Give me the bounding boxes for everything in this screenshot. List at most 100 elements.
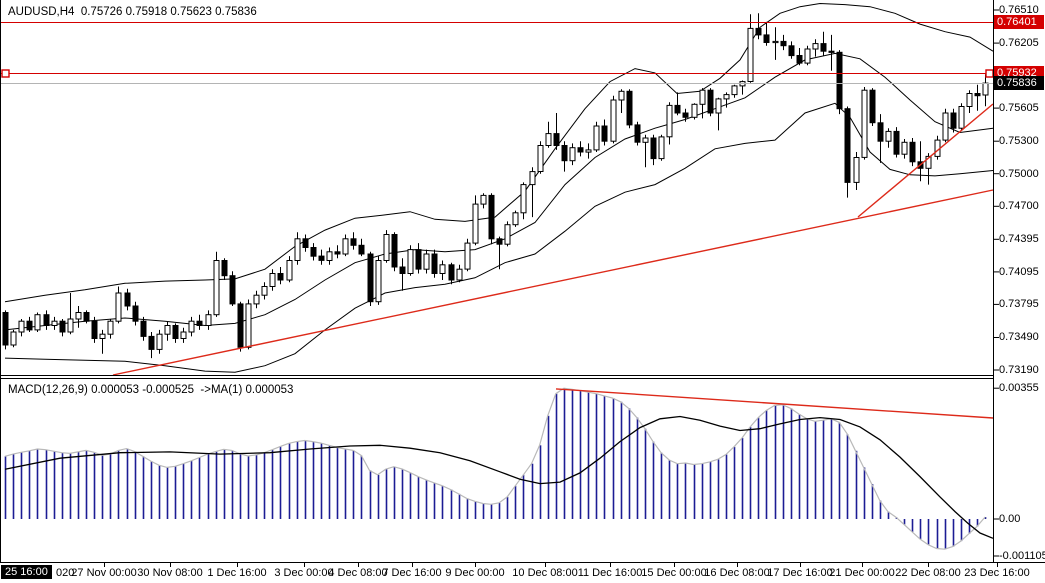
- macd-scale-label: -0.001105: [999, 550, 1045, 562]
- time-scale-label: 10 Dec 08:00: [512, 567, 578, 579]
- candle-body: [99, 333, 106, 340]
- candle-body: [229, 275, 236, 305]
- candle-body: [407, 249, 414, 275]
- candle-body: [269, 273, 276, 287]
- candle-body: [715, 98, 722, 114]
- candle-body: [156, 333, 163, 350]
- time-scale-label: 3 Dec 00:00: [274, 567, 334, 579]
- symbol-ohlc-title: AUDUSD,H4 0.75726 0.75918 0.75623 0.7583…: [8, 6, 257, 18]
- bollinger-middle-band: [4, 52, 994, 331]
- price-scale-label: 0.75300: [999, 135, 1039, 148]
- candle-body: [253, 294, 260, 305]
- time-scale-label: 1 Dec 16:00: [207, 567, 267, 579]
- candle-body: [674, 104, 681, 114]
- candle-body: [472, 203, 479, 244]
- price-scale-label: 0.75605: [999, 102, 1039, 115]
- candle-body: [34, 314, 41, 331]
- candle-body: [213, 260, 220, 316]
- candle-body: [610, 99, 617, 142]
- trendline-handle[interactable]: [985, 69, 994, 78]
- price-scale-label: 0.74395: [999, 233, 1039, 246]
- candle-body: [691, 103, 698, 118]
- time-scale-label: 22 Dec 08:00: [895, 567, 961, 579]
- time-scale-label: 7 Dec 16:00: [382, 567, 442, 579]
- candle-body: [480, 194, 487, 205]
- time-scale-label: 30 Nov 08:00: [137, 567, 203, 579]
- trendline-handle[interactable]: [1, 69, 10, 78]
- candle-body: [358, 244, 365, 255]
- candle-body: [812, 43, 819, 50]
- candle-body: [67, 318, 74, 333]
- candle-body: [83, 312, 90, 322]
- time-cursor-badge: 25 16:00: [1, 565, 52, 579]
- candle-body: [415, 249, 422, 270]
- candle-body: [650, 137, 657, 160]
- candle-body: [844, 108, 851, 183]
- candle-body: [747, 27, 754, 82]
- price-scale-label: 0.75000: [999, 167, 1039, 180]
- candle-body: [601, 125, 608, 142]
- macd-scale-label: 0.00: [999, 513, 1021, 525]
- candle-body: [836, 51, 843, 110]
- candle-body: [2, 312, 9, 346]
- candle-body: [618, 90, 625, 101]
- candle-body: [545, 133, 552, 147]
- candle-body: [107, 320, 114, 335]
- bollinger-lower-band: [4, 102, 994, 373]
- macd-scale-label: 0.00355: [999, 382, 1039, 395]
- candle-body: [925, 155, 932, 169]
- candle-body: [75, 312, 82, 320]
- candle-body: [942, 112, 949, 141]
- candle-body: [124, 292, 131, 307]
- candle-body: [950, 112, 957, 129]
- candle-body: [391, 234, 398, 268]
- time-scale-label: 9 Dec 00:00: [445, 567, 505, 579]
- candle-body: [723, 94, 730, 100]
- time-scale-label: 21 Dec 00:00: [829, 567, 895, 579]
- candle-body: [148, 335, 155, 350]
- candle-body: [318, 255, 325, 261]
- candle-body: [788, 45, 795, 57]
- candle-body: [132, 305, 139, 322]
- candle-body: [59, 320, 66, 333]
- candle-body: [593, 125, 600, 151]
- candle-body: [261, 286, 268, 296]
- candle-body: [901, 141, 908, 155]
- candle-body: [431, 253, 438, 274]
- candle-body: [196, 320, 203, 327]
- macd-descending-trendline[interactable]: [555, 388, 994, 419]
- ascending-trendline-2[interactable]: [857, 103, 994, 218]
- candle-body: [180, 331, 187, 339]
- candle-body: [456, 268, 463, 281]
- candle-body: [310, 247, 317, 257]
- time-scale-label: 15 Dec 00:00: [641, 567, 707, 579]
- candle-body: [302, 238, 309, 249]
- price-scale-label: 0.76205: [999, 37, 1039, 50]
- ascending-trendline-1[interactable]: [112, 189, 994, 376]
- candle-body: [537, 145, 544, 172]
- candle-body: [828, 50, 835, 53]
- macd-indicator-label: MACD(12,26,9) 0.000053 -0.000525 ->MA(1)…: [8, 384, 294, 396]
- candle-body: [804, 48, 811, 64]
- price-scale-label: 0.76510: [999, 4, 1039, 16]
- candle-body: [383, 234, 390, 261]
- current-price-badge: 0.75836: [994, 76, 1044, 91]
- price-scale-label: 0.73190: [999, 364, 1039, 376]
- candle-body: [699, 89, 706, 105]
- candle-body: [245, 303, 252, 348]
- candle-body: [569, 147, 576, 162]
- candle-body: [10, 331, 17, 346]
- candle-body: [115, 292, 122, 322]
- candle-body: [18, 320, 25, 333]
- price-scale-label: 0.73490: [999, 331, 1039, 344]
- candle-body: [26, 320, 33, 331]
- time-scale-label: 17 Dec 16:00: [767, 567, 833, 579]
- candle-body: [221, 260, 228, 277]
- candle-body: [51, 320, 58, 327]
- candle-body: [707, 89, 714, 114]
- candle-body: [172, 325, 179, 339]
- candle-body: [731, 85, 738, 96]
- candle-body: [294, 238, 301, 262]
- time-scale-label: 23 Dec 16:00: [964, 567, 1030, 579]
